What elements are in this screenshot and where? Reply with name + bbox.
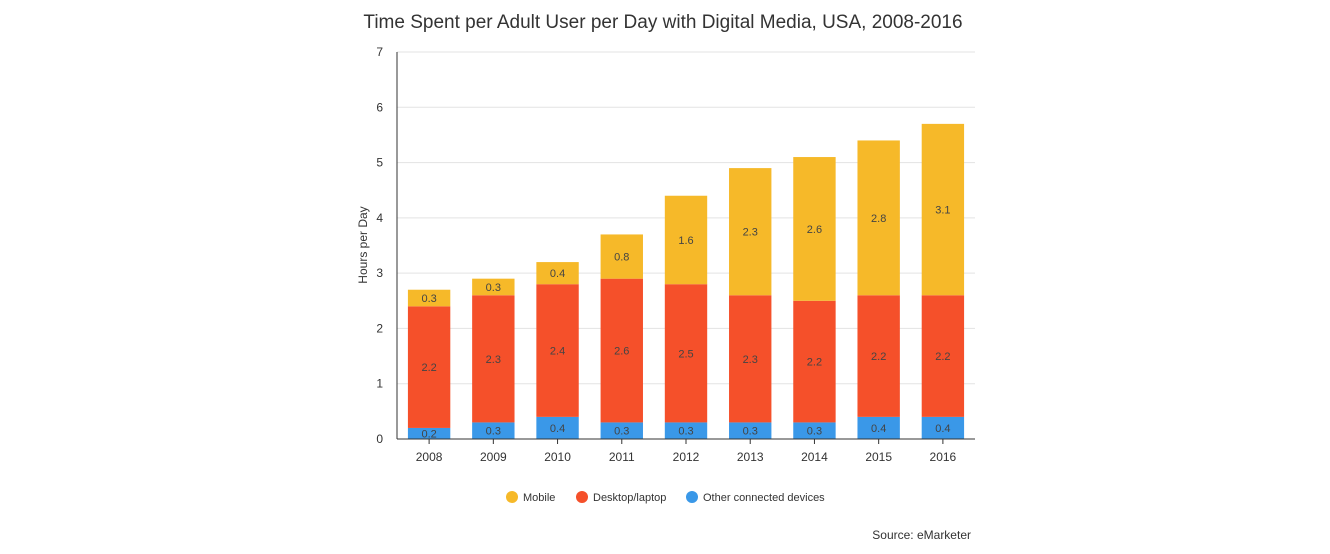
data-labels: 0.2 2.2 0.3 0.3 2.3 0.3 0.4 2.4 0.4 0.3 2.6 0.8 0.3 2… bbox=[421, 205, 950, 441]
x-tick-label: 2008 bbox=[416, 450, 443, 464]
legend-swatch bbox=[576, 491, 588, 503]
x-tick-label: 2016 bbox=[930, 450, 957, 464]
data-label: 0.3 bbox=[743, 426, 758, 438]
legend-item[interactable]: Mobile bbox=[506, 491, 555, 504]
data-label: 2.3 bbox=[486, 354, 501, 366]
x-tick-label: 2009 bbox=[480, 450, 507, 464]
data-label: 2.5 bbox=[678, 348, 693, 360]
y-tick-label: 1 bbox=[376, 377, 383, 391]
y-tick-label: 4 bbox=[376, 211, 383, 225]
data-label: 1.6 bbox=[678, 235, 693, 247]
bar-segment bbox=[664, 195, 708, 285]
bar-segment bbox=[921, 295, 965, 417]
x-tick-label: 2011 bbox=[609, 450, 635, 464]
source-note: Source: eMarketer bbox=[872, 528, 971, 542]
bar-segment bbox=[536, 416, 579, 439]
axes: 0 1 2 3 4 5 6 7 2008 2009 2010 2011 2012 2013 2014 2015… bbox=[376, 45, 975, 464]
data-label: 3.1 bbox=[935, 205, 950, 217]
legend-label: Mobile bbox=[523, 492, 555, 504]
bar-segment bbox=[729, 295, 772, 423]
bar-segment bbox=[921, 416, 965, 439]
chart-title: Time Spent per Adult User per Day with D… bbox=[363, 12, 962, 33]
data-label: 0.3 bbox=[614, 426, 629, 438]
bar-segment bbox=[729, 168, 772, 296]
legend-swatch bbox=[686, 491, 698, 503]
data-label: 2.2 bbox=[807, 357, 822, 369]
data-label: 0.3 bbox=[807, 426, 822, 438]
data-label: 0.3 bbox=[486, 282, 501, 294]
y-tick-label: 5 bbox=[376, 156, 383, 170]
legend-swatch bbox=[506, 491, 518, 503]
data-label: 0.3 bbox=[421, 293, 436, 305]
bar-segment bbox=[536, 262, 579, 285]
bar-segment bbox=[664, 422, 708, 439]
bar-segment bbox=[857, 416, 900, 439]
y-axis-label: Hours per Day bbox=[356, 206, 370, 283]
bar-segment bbox=[407, 306, 451, 428]
y-tick-label: 0 bbox=[376, 432, 383, 446]
bar-segment bbox=[793, 157, 836, 301]
bar-segment bbox=[472, 295, 515, 423]
data-label: 2.2 bbox=[871, 351, 886, 363]
data-label: 0.4 bbox=[935, 423, 950, 435]
data-label: 2.2 bbox=[935, 351, 950, 363]
x-tick-label: 2013 bbox=[737, 450, 764, 464]
x-tick-label: 2015 bbox=[865, 450, 892, 464]
bars bbox=[407, 123, 965, 439]
bar-segment bbox=[921, 123, 965, 296]
bar-segment bbox=[536, 284, 579, 417]
y-tick-label: 2 bbox=[376, 321, 383, 335]
bar-segment bbox=[472, 422, 515, 439]
y-tick-label: 6 bbox=[376, 100, 383, 114]
data-label: 2.6 bbox=[614, 346, 629, 358]
x-tick-label: 2014 bbox=[801, 450, 828, 464]
legend: Mobile Desktop/laptop Other connected devi… bbox=[506, 491, 825, 504]
data-label: 0.4 bbox=[550, 423, 565, 435]
data-label: 0.3 bbox=[678, 426, 693, 438]
bar-segment bbox=[857, 295, 900, 417]
legend-item[interactable]: Other connected devices bbox=[686, 491, 825, 504]
data-label: 2.2 bbox=[421, 362, 436, 374]
data-label: 0.4 bbox=[871, 423, 886, 435]
legend-label: Other connected devices bbox=[703, 492, 825, 504]
data-label: 2.8 bbox=[871, 213, 886, 225]
data-label: 2.4 bbox=[550, 346, 565, 358]
data-label: 0.2 bbox=[421, 428, 436, 440]
data-label: 0.3 bbox=[486, 426, 501, 438]
legend-label: Desktop/laptop bbox=[593, 492, 666, 504]
bar-segment bbox=[664, 284, 708, 423]
bar-segment bbox=[407, 427, 451, 439]
bar-segment bbox=[600, 278, 643, 423]
bar-segment bbox=[793, 422, 836, 439]
bar-segment bbox=[600, 234, 643, 279]
data-label: 2.3 bbox=[743, 227, 758, 239]
x-tick-label: 2012 bbox=[673, 450, 700, 464]
data-label: 2.6 bbox=[807, 224, 822, 236]
data-label: 2.3 bbox=[743, 354, 758, 366]
bar-segment bbox=[857, 140, 900, 296]
bar-segment bbox=[729, 422, 772, 439]
legend-item[interactable]: Desktop/laptop bbox=[576, 491, 666, 504]
y-tick-label: 7 bbox=[376, 45, 383, 59]
data-label: 0.8 bbox=[614, 252, 629, 264]
y-tick-label: 3 bbox=[376, 266, 383, 280]
bar-segment bbox=[600, 422, 643, 439]
bar-segment bbox=[407, 289, 451, 307]
bar-segment bbox=[472, 278, 515, 296]
bar-segment bbox=[793, 300, 836, 423]
data-label: 0.4 bbox=[550, 268, 565, 280]
x-tick-label: 2010 bbox=[544, 450, 571, 464]
